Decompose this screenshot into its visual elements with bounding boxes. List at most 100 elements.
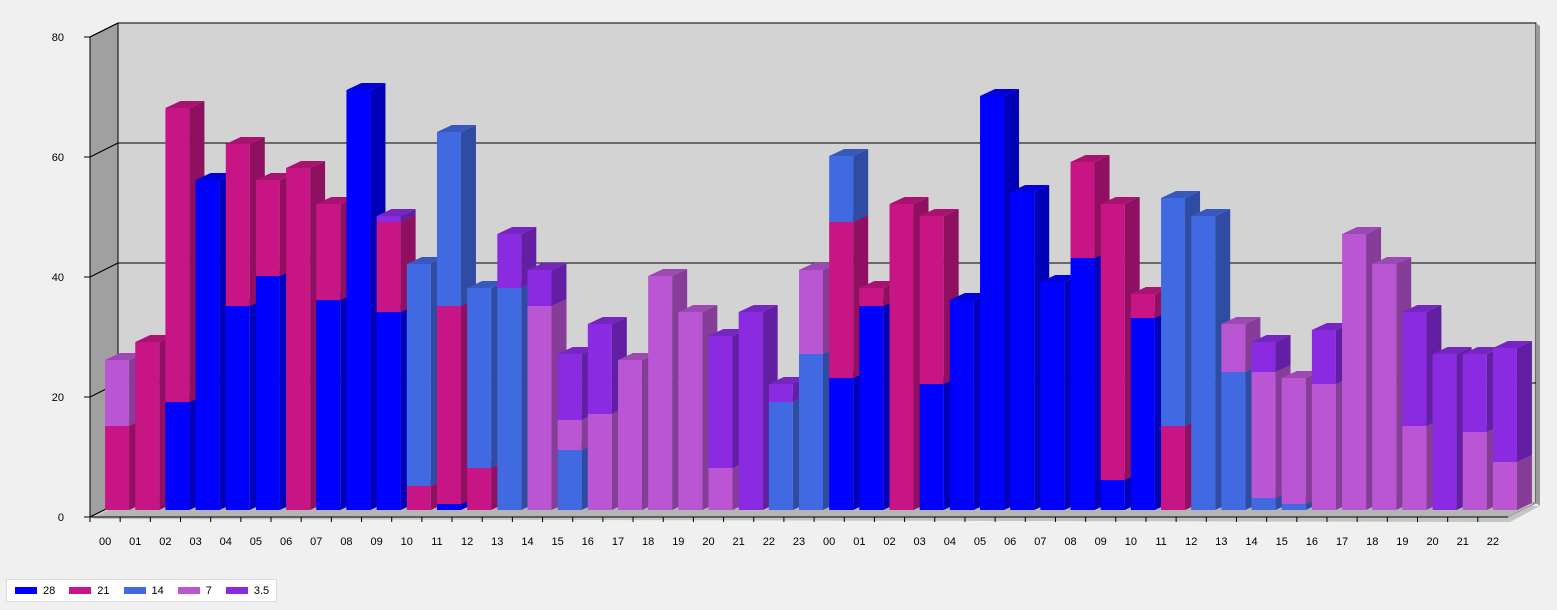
bar-segment: [949, 300, 974, 510]
x-tick-label: 06: [280, 536, 292, 548]
bar-top: [587, 317, 627, 324]
bar-segment: [587, 414, 612, 510]
x-tick-label: 20: [702, 536, 714, 548]
bar-segment: [1070, 162, 1095, 258]
bar-top: [1040, 275, 1080, 282]
bar-top: [678, 305, 718, 312]
bar-top: [135, 335, 175, 342]
bar-top: [768, 377, 808, 384]
bar-top: [919, 209, 959, 216]
bar-segment: [587, 324, 612, 414]
bar-segment: [1251, 498, 1276, 510]
bar-top: [708, 329, 748, 336]
legend-item: 28: [15, 585, 55, 597]
legend-item: 14: [123, 584, 164, 597]
bar-segment: [919, 384, 944, 510]
bar-segment: [768, 402, 793, 510]
bar-side: [1275, 335, 1291, 372]
bar-top: [617, 353, 657, 360]
x-tick-label: 07: [1034, 536, 1046, 548]
x-tick-label: 08: [1064, 536, 1076, 548]
bar-top: [1100, 197, 1140, 204]
bar-segment: [1402, 312, 1427, 426]
x-tick-label: 13: [491, 536, 503, 548]
bar-segment: [1402, 426, 1427, 510]
bar-segment: [376, 216, 401, 222]
legend-label: 14: [151, 584, 164, 597]
bar-segment: [225, 144, 250, 306]
x-tick-label: 19: [1396, 536, 1408, 548]
bar-segment: [497, 234, 522, 288]
bar-segment: [255, 276, 280, 510]
bar-segment: [1251, 342, 1276, 372]
bar-top: [346, 83, 386, 90]
y-tick-label: 20: [52, 392, 64, 404]
x-tick-label: 01: [129, 536, 141, 548]
bar-segment: [376, 222, 401, 312]
bar-top: [376, 209, 416, 216]
bar-segment: [105, 426, 130, 510]
bar-segment: [165, 108, 190, 402]
x-tick-label: 12: [1185, 536, 1197, 548]
x-tick-label: 04: [944, 536, 956, 548]
bar-segment: [467, 468, 492, 510]
x-tick-label: 20: [1426, 536, 1438, 548]
bar-segment: [1161, 198, 1186, 426]
x-tick-label: 04: [220, 536, 232, 548]
legend-label: 7: [205, 584, 212, 597]
bar-segment: [1161, 426, 1186, 510]
x-tick-label: 05: [974, 536, 986, 548]
x-tick-label: 16: [582, 536, 594, 548]
x-tick-label: 14: [1245, 536, 1257, 548]
bar-segment: [286, 168, 311, 510]
bar-top: [1402, 305, 1442, 312]
bar-side: [1516, 341, 1532, 462]
x-tick-label: 10: [401, 536, 413, 548]
y-tick-label: 40: [52, 272, 64, 284]
legend-swatch: [123, 587, 146, 594]
bar-side: [400, 209, 416, 222]
legend-swatch: [15, 587, 37, 594]
x-tick-label: 03: [189, 536, 201, 548]
bar-segment: [1100, 480, 1125, 510]
x-tick-label: 16: [1306, 536, 1318, 548]
bar-segment: [1372, 264, 1397, 510]
bar-segment: [1492, 348, 1517, 462]
y-tick-label: 80: [52, 32, 64, 44]
x-tick-label: 18: [1366, 536, 1378, 548]
bar-top: [1372, 257, 1412, 264]
bar-top: [1161, 191, 1201, 198]
bar-segment: [648, 276, 673, 510]
bar-top: [1311, 323, 1351, 330]
bar-segment: [1342, 234, 1367, 510]
bar-segment: [1462, 432, 1487, 510]
bar-segment: [708, 468, 733, 510]
bar-top: [980, 89, 1020, 96]
gridline-diagonal: [89, 142, 119, 158]
bar-segment: [919, 216, 944, 384]
x-tick-label: 19: [672, 536, 684, 548]
bar-top: [1281, 371, 1321, 378]
x-tick-label: 08: [340, 536, 352, 548]
legend-swatch: [177, 587, 200, 594]
bar-top: [436, 125, 476, 132]
bar-top: [1191, 209, 1231, 216]
bar-segment: [738, 312, 763, 510]
legend: 28 21 14 7 3.5: [6, 579, 277, 602]
x-tick-label: 12: [461, 536, 473, 548]
legend-item: 7: [177, 584, 212, 597]
bar-top: [467, 281, 507, 288]
bar-segment: [467, 288, 492, 468]
x-tick-label: 11: [1155, 536, 1166, 548]
bar-segment: [829, 222, 854, 378]
bar-segment: [1010, 192, 1035, 510]
bar-top: [859, 281, 899, 288]
bar-top: [889, 197, 929, 204]
y-tick-label: 60: [52, 152, 64, 164]
bar-segment: [436, 306, 461, 504]
bar-segment: [1191, 216, 1216, 510]
bar-segment: [1221, 372, 1246, 510]
x-tick-label: 17: [612, 536, 624, 548]
